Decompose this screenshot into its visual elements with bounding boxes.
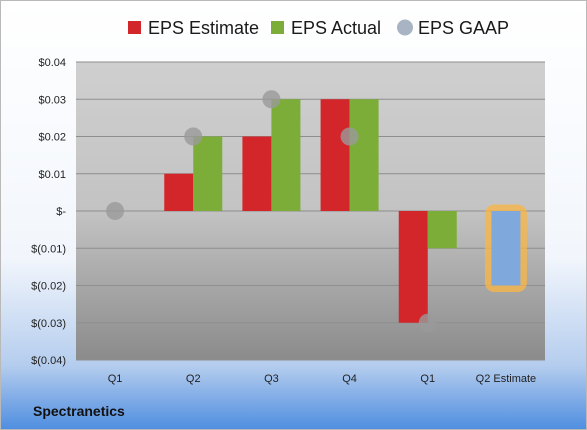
- eps-estimate-bar: [242, 136, 272, 211]
- legend-swatch: [397, 19, 413, 36]
- y-tick-label: $0.02: [38, 132, 66, 144]
- y-tick-label: $(0.01): [31, 243, 66, 255]
- x-tick-label: Q2 Estimate: [476, 373, 537, 385]
- y-tick-label: $0.03: [38, 94, 66, 106]
- x-tick-label: Q4: [342, 373, 357, 385]
- eps-gaap-marker: [418, 313, 437, 332]
- eps-forecast-bar: [491, 211, 521, 286]
- gridlines: [76, 61, 545, 361]
- eps-estimate-bar: [320, 99, 350, 211]
- y-axis-ticks: $0.04 $0.03 $0.02 $0.01 $- $(0.01) $(0.02) $(0.…: [31, 57, 66, 367]
- eps-actual-bar: [427, 211, 457, 249]
- eps-gaap-marker: [184, 127, 203, 146]
- eps-actual-bar: [271, 99, 301, 211]
- eps-gaap-marker: [262, 90, 281, 109]
- eps-estimate-bar: [164, 173, 194, 211]
- x-tick-label: Q1: [420, 373, 435, 385]
- y-tick-label: $(0.04): [31, 355, 66, 367]
- legend-label: EPS Estimate: [148, 18, 259, 38]
- x-tick-label: Q3: [264, 373, 279, 385]
- legend-label: EPS GAAP: [418, 18, 509, 38]
- y-tick-label: $0.01: [38, 169, 66, 181]
- y-tick-label: $-: [56, 206, 66, 218]
- x-tick-label: Q1: [108, 373, 123, 385]
- x-tick-label: Q2: [186, 373, 201, 385]
- eps-actual-bar: [193, 136, 223, 211]
- x-axis-ticks: Q1 Q2 Q3 Q4 Q1 Q2 Estimate: [108, 373, 536, 385]
- eps-gaap-marker: [106, 202, 125, 220]
- bars: [86, 99, 527, 323]
- y-tick-label: $(0.02): [31, 281, 66, 293]
- eps-actual-bar: [349, 99, 379, 211]
- legend-swatch: [128, 21, 141, 34]
- company-name: Spectranetics: [33, 403, 125, 419]
- legend-swatch: [271, 21, 284, 34]
- forecast-halo: [484, 204, 527, 292]
- y-tick-label: $0.04: [38, 57, 66, 69]
- gaap-markers: [106, 90, 437, 332]
- legend-label: EPS Actual: [291, 18, 381, 38]
- legend: EPS Estimate EPS Actual EPS GAAP: [128, 18, 509, 38]
- eps-estimate-bar: [398, 211, 428, 323]
- eps-gaap-marker: [340, 127, 359, 146]
- y-tick-label: $(0.03): [31, 318, 66, 330]
